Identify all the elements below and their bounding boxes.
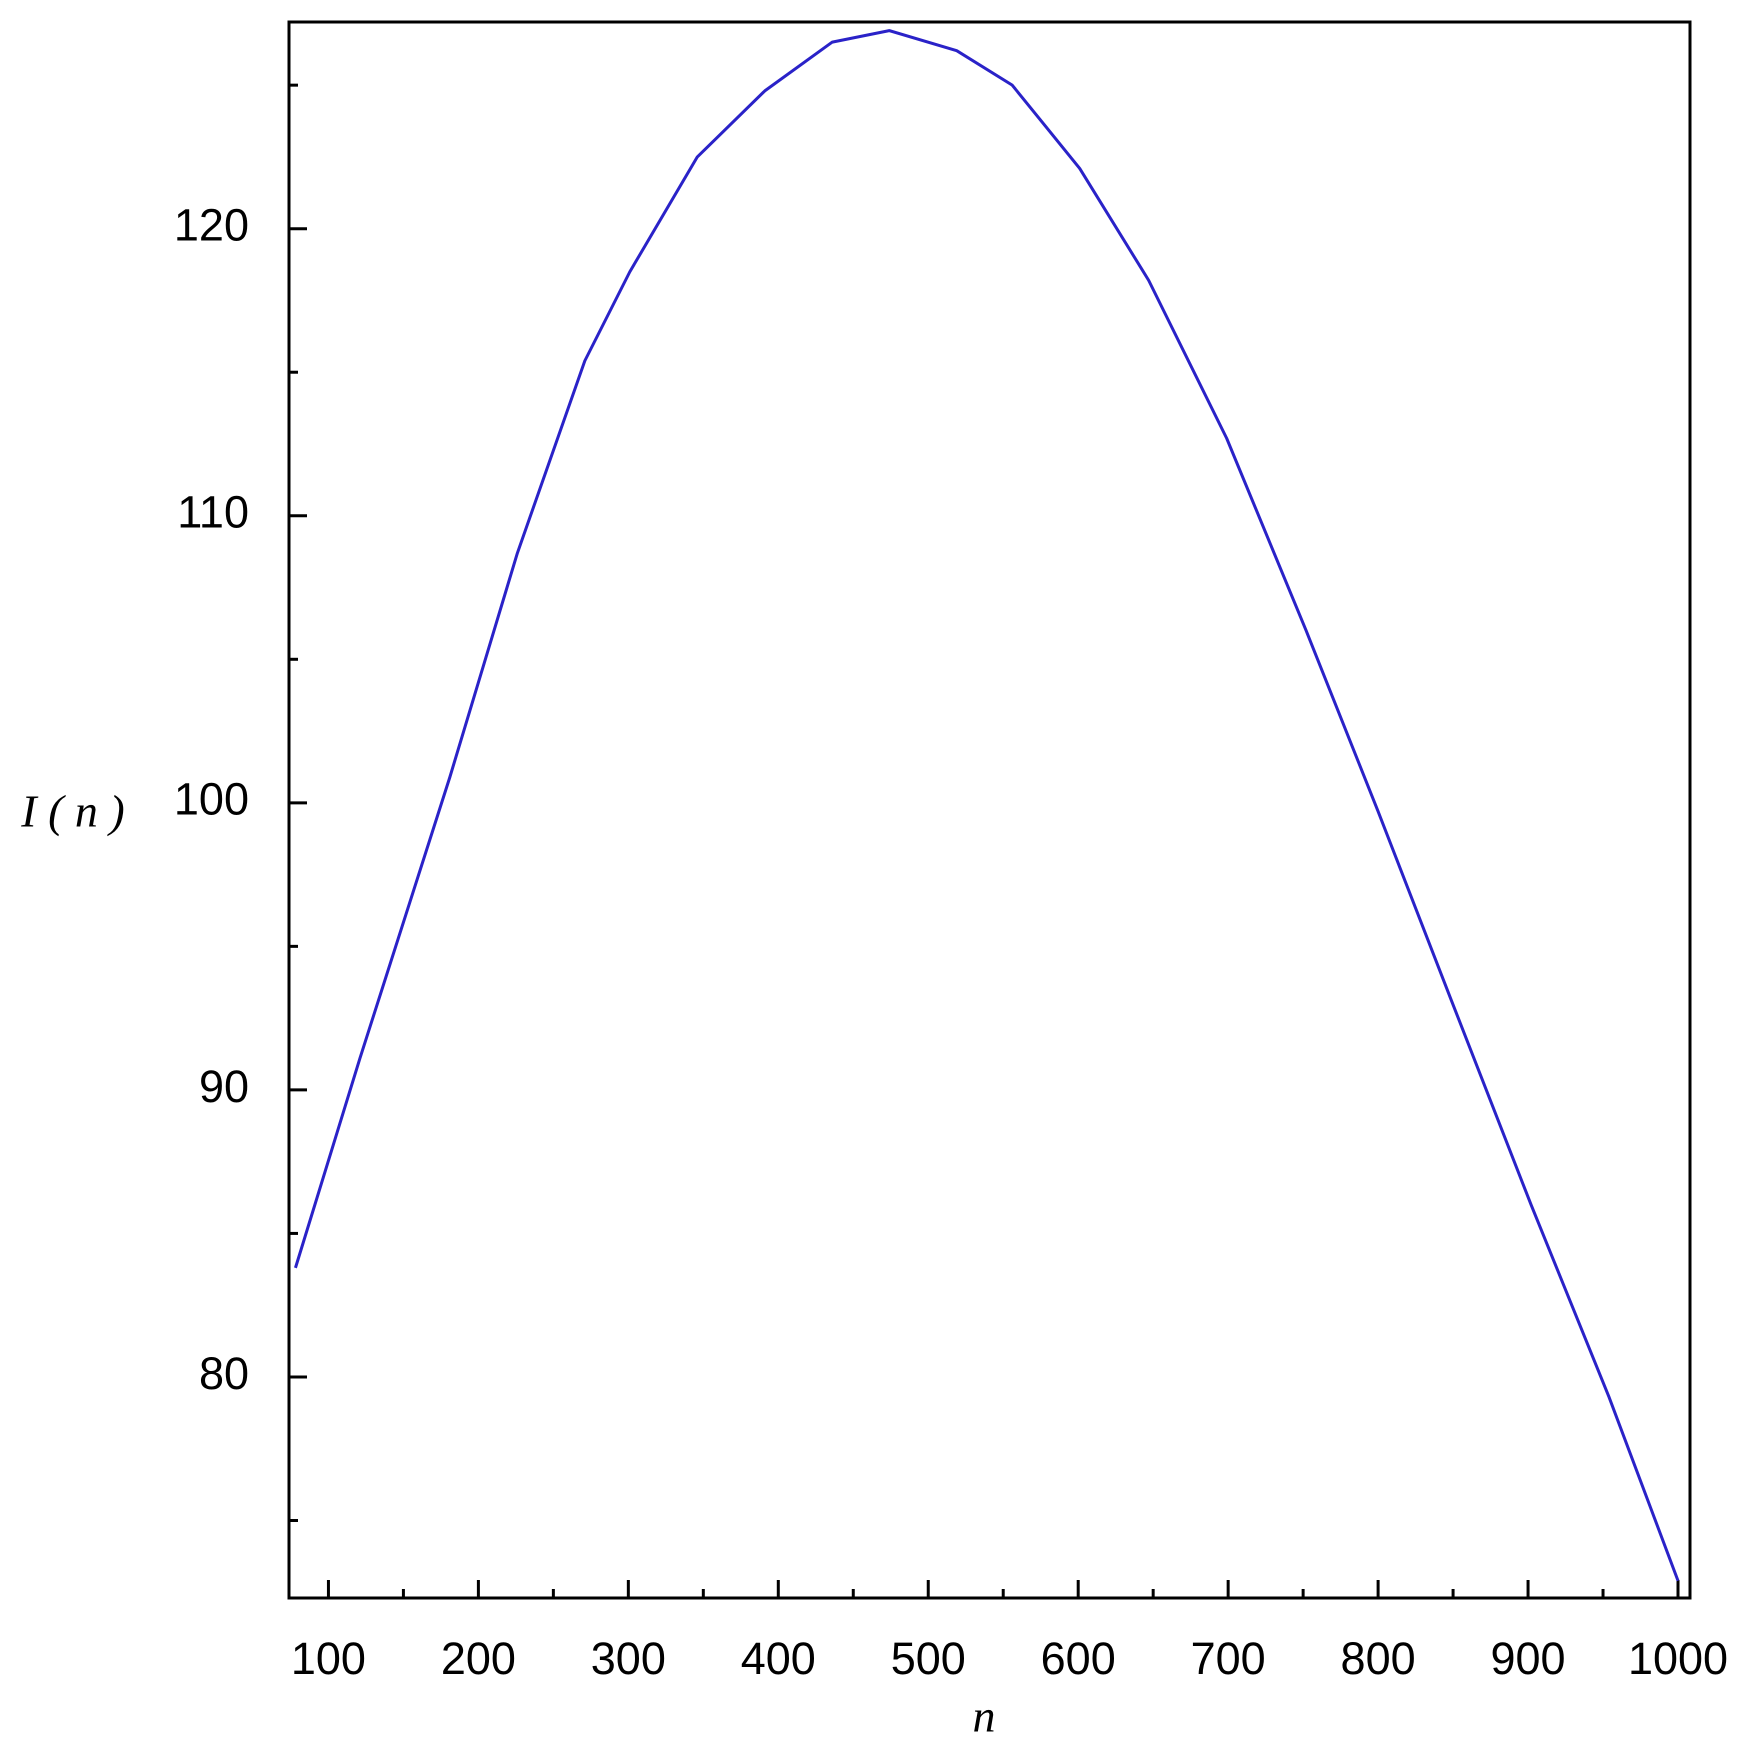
x-tick-label: 1000 — [1628, 1633, 1728, 1684]
x-tick-label: 900 — [1491, 1633, 1566, 1684]
y-axis-label: I ( n ) — [20, 786, 124, 837]
x-tick-label: 100 — [291, 1633, 366, 1684]
y-tick-label: 100 — [174, 774, 249, 825]
y-tick-label: 80 — [199, 1348, 249, 1399]
data-line — [294, 29, 1680, 1582]
x-tick-label: 300 — [591, 1633, 666, 1684]
x-axis-label: n — [973, 1691, 996, 1742]
x-tick-label: 600 — [1041, 1633, 1116, 1684]
x-tick-label: 700 — [1191, 1633, 1266, 1684]
y-tick-label: 120 — [174, 200, 249, 251]
y-tick-label: 90 — [199, 1061, 249, 1112]
y-tick-label: 110 — [177, 487, 249, 538]
x-tick-label: 200 — [441, 1633, 516, 1684]
x-tick-label: 500 — [891, 1633, 966, 1684]
plot-frame — [287, 20, 1692, 1600]
x-tick-label: 400 — [741, 1633, 816, 1684]
x-tick-label: 800 — [1341, 1633, 1416, 1684]
